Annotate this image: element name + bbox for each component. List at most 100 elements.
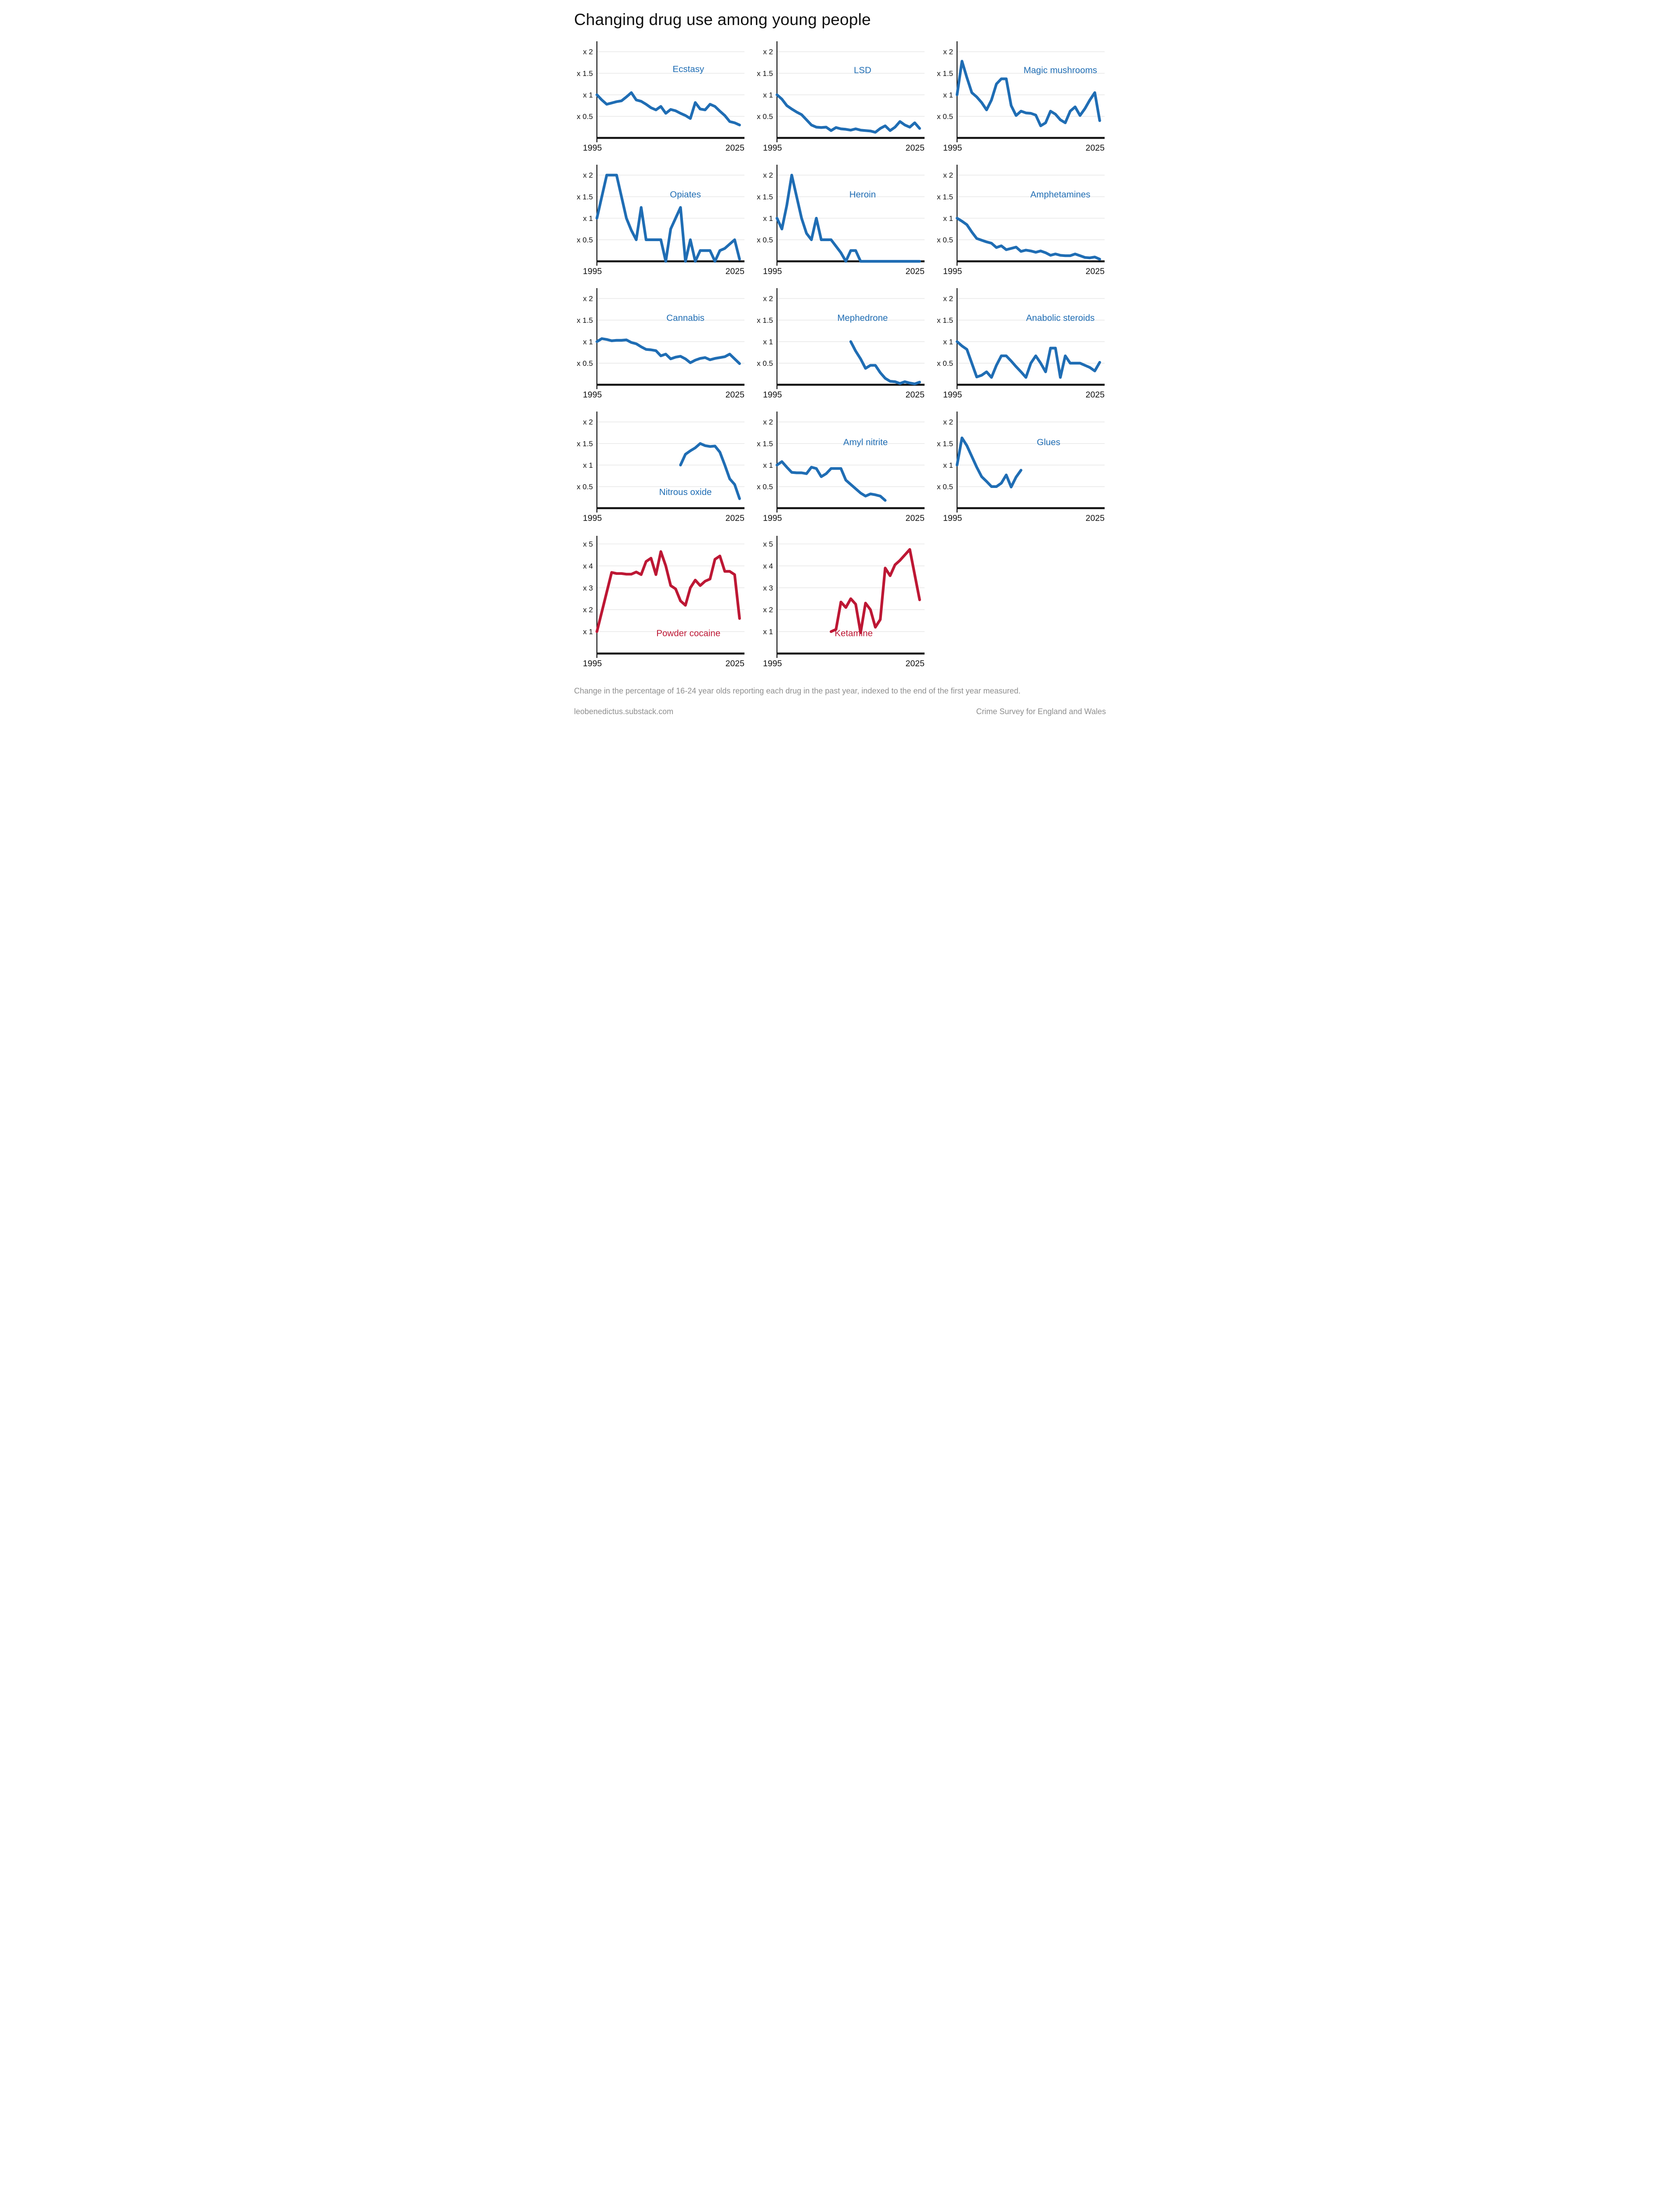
chart-opiates: x 0.5 x 1 x 1.5 x 2 1995 2025 Opiates	[577, 165, 745, 276]
x-tick-label-start: 1995	[583, 513, 602, 523]
y-tick-label: x 0.5	[577, 112, 593, 121]
y-tick-label: x 1	[583, 214, 593, 223]
y-tick-label: x 2	[763, 606, 773, 614]
data-line	[849, 340, 921, 386]
y-tick-label: x 0.5	[937, 236, 953, 244]
series-label: Ecstasy	[672, 64, 705, 74]
data-line	[955, 436, 1022, 488]
panel-amphetamines: x 0.5 x 1 x 1.5 x 2 1995 2025 Amphetamines	[933, 164, 1108, 279]
page-title: Changing drug use among young people	[574, 11, 871, 29]
y-tick-label: x 3	[763, 584, 773, 592]
y-tick-label: x 0.5	[937, 483, 953, 491]
y-tick-label: x 1.5	[757, 193, 773, 201]
data-line	[595, 91, 741, 126]
x-tick-label-end: 2025	[726, 659, 745, 668]
y-tick-label: x 0.5	[577, 359, 593, 368]
y-tick-label: x 0.5	[937, 359, 953, 368]
y-tick-label: x 2	[943, 295, 953, 303]
y-tick-label: x 1.5	[757, 316, 773, 325]
y-tick-label: x 2	[943, 48, 953, 56]
y-tick-label: x 2	[763, 48, 773, 56]
x-tick-label-end: 2025	[1086, 513, 1105, 523]
data-line	[955, 217, 1101, 261]
panel-anabolic-steroids: x 0.5 x 1 x 1.5 x 2 1995 2025 Anabolic steroid…	[933, 287, 1108, 403]
series-label: Magic mushrooms	[1023, 65, 1097, 75]
chart-powder-cocaine: x 1 x 2 x 3 x 4 x 5 1995 2025 Powder cocaine	[583, 536, 745, 668]
chart-caption: Change in the percentage of 16-24 year o…	[574, 686, 1021, 695]
y-tick-label: x 1	[583, 628, 593, 636]
data-source-credit: Crime Survey for England and Wales	[976, 707, 1106, 716]
y-tick-label: x 2	[583, 295, 593, 303]
y-tick-label: x 4	[763, 562, 773, 570]
series-label: LSD	[854, 65, 871, 75]
x-tick-label-end: 2025	[1086, 390, 1105, 400]
x-tick-label-end: 2025	[726, 143, 745, 153]
x-tick-label-end: 2025	[906, 390, 925, 400]
y-tick-label: x 2	[583, 606, 593, 614]
panel-nitrous-oxide: x 0.5 x 1 x 1.5 x 2 1995 2025 Nitrous oxide	[573, 411, 748, 526]
series-label: Glues	[1037, 437, 1061, 448]
y-tick-label: x 0.5	[757, 359, 773, 368]
y-tick-label: x 1.5	[937, 69, 953, 78]
panel-ketamine: x 1 x 2 x 3 x 4 x 5 1995 2025 Ketamine	[753, 534, 928, 672]
x-tick-label-start: 1995	[583, 267, 602, 276]
y-tick-label: x 1.5	[937, 193, 953, 201]
x-tick-label-start: 1995	[763, 267, 782, 276]
x-tick-label-start: 1995	[943, 513, 962, 523]
y-tick-label: x 5	[583, 540, 593, 549]
x-tick-label-start: 1995	[943, 143, 962, 153]
series-label: Mephedrone	[837, 313, 888, 323]
x-tick-label-end: 2025	[726, 267, 745, 276]
y-tick-label: x 1.5	[577, 440, 593, 448]
y-tick-label: x 2	[943, 418, 953, 426]
data-line	[679, 442, 741, 500]
chart-glues: x 0.5 x 1 x 1.5 x 2 1995 2025 Glues	[937, 412, 1105, 523]
series-label: Nitrous oxide	[659, 487, 712, 497]
x-tick-label-end: 2025	[906, 659, 925, 668]
data-line	[595, 550, 741, 633]
x-tick-label-start: 1995	[763, 659, 782, 668]
series-label: Powder cocaine	[656, 628, 720, 639]
y-tick-label: x 1	[583, 338, 593, 346]
y-tick-label: x 1.5	[577, 316, 593, 325]
chart-heroin: x 0.5 x 1 x 1.5 x 2 1995 2025 Heroin	[757, 165, 925, 276]
data-line	[830, 548, 921, 634]
x-tick-label-end: 2025	[906, 513, 925, 523]
panel-magic-mushrooms: x 0.5 x 1 x 1.5 x 2 1995 2025 Magic mushrooms	[933, 40, 1108, 156]
y-tick-label: x 2	[763, 418, 773, 426]
y-tick-label: x 4	[583, 562, 593, 570]
chart-grid: x 0.5 x 1 x 1.5 x 2 1995 2025 Ecstasy x 0.5 x 1…	[573, 40, 1107, 672]
chart-page: Changing drug use among young people x 0…	[560, 11, 1120, 716]
chart-amphetamines: x 0.5 x 1 x 1.5 x 2 1995 2025 Amphetamines	[937, 165, 1105, 276]
chart-magic-mushrooms: x 0.5 x 1 x 1.5 x 2 1995 2025 Magic mushrooms	[937, 41, 1105, 153]
x-tick-label-end: 2025	[726, 513, 745, 523]
series-label: Heroin	[849, 190, 876, 200]
x-tick-label-start: 1995	[583, 659, 602, 668]
series-label: Amphetamines	[1030, 190, 1091, 200]
y-tick-label: x 0.5	[577, 236, 593, 244]
x-tick-label-end: 2025	[906, 143, 925, 153]
y-tick-label: x 1	[583, 91, 593, 99]
panel-heroin: x 0.5 x 1 x 1.5 x 2 1995 2025 Heroin	[753, 164, 928, 279]
y-tick-label: x 1	[763, 461, 773, 470]
y-tick-label: x 0.5	[757, 236, 773, 244]
chart-mephedrone: x 0.5 x 1 x 1.5 x 2 1995 2025 Mephedrone	[757, 288, 925, 400]
chart-amyl-nitrite: x 0.5 x 1 x 1.5 x 2 1995 2025 Amyl nitrite	[757, 412, 925, 523]
panel-ecstasy: x 0.5 x 1 x 1.5 x 2 1995 2025 Ecstasy	[573, 40, 748, 156]
series-label: Opiates	[670, 190, 701, 200]
y-tick-label: x 1.5	[937, 316, 953, 325]
y-tick-label: x 3	[583, 584, 593, 592]
y-tick-label: x 1.5	[937, 440, 953, 448]
data-line	[595, 337, 741, 365]
y-tick-label: x 1	[763, 214, 773, 223]
x-tick-label-start: 1995	[943, 390, 962, 400]
y-tick-label: x 0.5	[757, 112, 773, 121]
panel-opiates: x 0.5 x 1 x 1.5 x 2 1995 2025 Opiates	[573, 164, 748, 279]
chart-nitrous-oxide: x 0.5 x 1 x 1.5 x 2 1995 2025 Nitrous oxide	[577, 412, 745, 523]
data-line	[775, 460, 887, 502]
substack-credit: leobenedictus.substack.com	[574, 707, 674, 716]
x-tick-label-end: 2025	[726, 390, 745, 400]
y-tick-label: x 2	[583, 48, 593, 56]
y-tick-label: x 1	[943, 91, 953, 99]
panel-amyl-nitrite: x 0.5 x 1 x 1.5 x 2 1995 2025 Amyl nitrite	[753, 411, 928, 526]
